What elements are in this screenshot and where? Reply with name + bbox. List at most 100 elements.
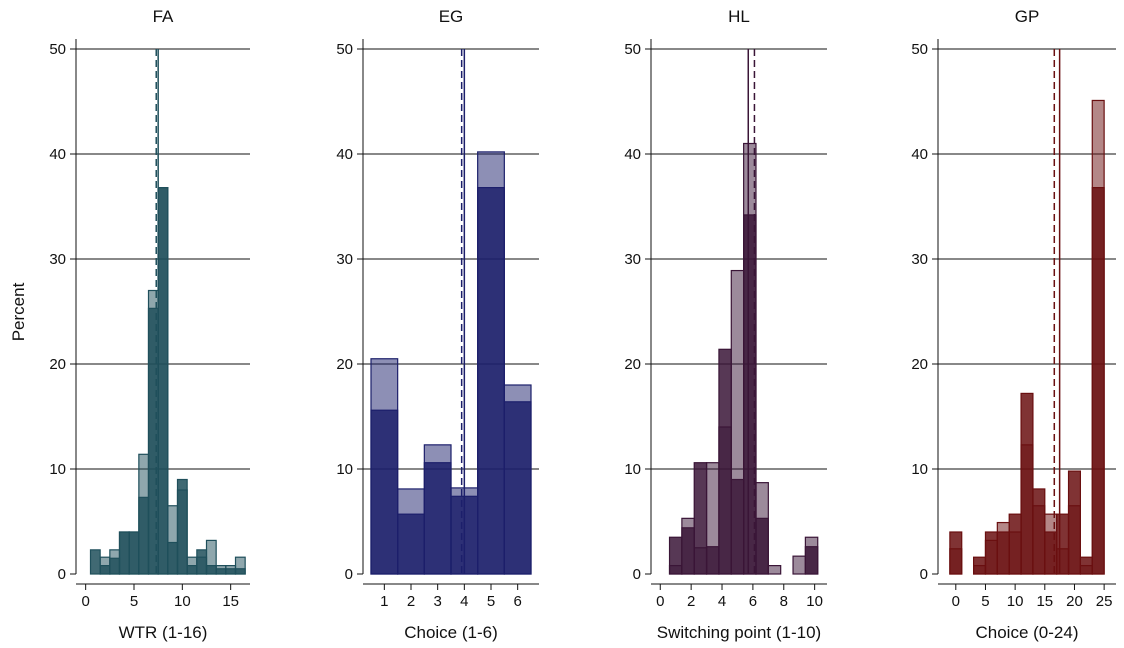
bar-series-2 [1067, 505, 1081, 575]
x-tick-label: 15 [1036, 593, 1053, 610]
y-tick-label: 30 [624, 251, 641, 268]
panel-eg: EG 0 10 20 30 40 50 1 2 3 4 5 6 Choice (1-6) [336, 7, 539, 642]
y-tick-label: 50 [911, 41, 928, 58]
bar-series-2 [1079, 564, 1093, 575]
bar-series-2 [118, 531, 130, 575]
bar-series-2 [503, 384, 532, 575]
x-tick-label: 1 [380, 593, 388, 610]
bar-series-2 [972, 564, 987, 575]
x-tick-label: 4 [718, 593, 726, 610]
bar-series-2 [225, 564, 237, 575]
y-tick-label: 20 [624, 356, 641, 373]
y-tick-label: 50 [49, 41, 66, 58]
bar-series-2 [186, 556, 198, 575]
x-tick-label: 5 [487, 593, 495, 610]
x-tick-label: 2 [407, 593, 415, 610]
bar-series-2 [984, 539, 998, 575]
bar-series-2 [693, 547, 708, 575]
bar-series-2 [99, 556, 111, 575]
bar-series-2 [1091, 99, 1105, 575]
bar-series-2 [804, 536, 819, 575]
bar-series-2 [167, 505, 179, 575]
x-tick-label: 5 [981, 593, 989, 610]
bar-series-2 [743, 142, 757, 575]
bar-series-2 [1020, 444, 1034, 575]
x-tick-label: 0 [81, 593, 89, 610]
y-tick-label: 20 [49, 356, 66, 373]
bar-series-2 [668, 564, 683, 575]
y-tick-label: 10 [49, 461, 66, 478]
bar-series-2 [109, 549, 121, 575]
panel-title: EG [439, 7, 464, 26]
panel-title: HL [728, 7, 750, 26]
panel-gp: GP 0 10 20 30 40 50 0 5 10 15 20 25 Choice (0-24) [911, 7, 1116, 642]
bar-series-1 [89, 549, 101, 575]
y-tick-label: 40 [49, 146, 66, 163]
x-tick-label: 0 [656, 593, 664, 610]
bar-series-2 [176, 489, 188, 575]
bar-series-2 [138, 453, 150, 575]
x-tick-label: 10 [174, 593, 191, 610]
panel-title: GP [1015, 7, 1040, 26]
panel-fa: FA 0 10 20 30 40 50 0 5 10 15 WTR (1-16) [49, 7, 250, 642]
bar-series-2 [792, 555, 806, 575]
y-tick-label: 50 [336, 41, 353, 58]
x-tick-label: 15 [222, 593, 239, 610]
y-tick-label: 20 [336, 356, 353, 373]
bar-series-2 [1044, 513, 1058, 575]
y-axis-label: Percent [9, 282, 28, 341]
x-tick-label: 5 [130, 593, 138, 610]
bar-series-2 [705, 462, 720, 575]
x-axis-label: Choice (0-24) [976, 623, 1079, 642]
y-tick-label: 40 [336, 146, 353, 163]
y-tick-label: 0 [920, 566, 928, 583]
x-tick-label: 2 [687, 593, 695, 610]
y-tick-label: 10 [624, 461, 641, 478]
y-tick-label: 20 [911, 356, 928, 373]
x-tick-label: 6 [749, 593, 757, 610]
x-tick-label: 3 [433, 593, 441, 610]
y-tick-label: 0 [58, 566, 66, 583]
bar-series-2 [1032, 505, 1046, 575]
bar-series-2 [234, 556, 246, 575]
panel-hl: HL 0 10 20 30 40 50 0 2 4 6 8 10 Switching point (1-1… [624, 7, 827, 642]
y-tick-label: 10 [336, 461, 353, 478]
bar-series-2 [423, 444, 452, 575]
bar-series-2 [215, 564, 227, 575]
bar-series-2 [730, 269, 745, 575]
x-tick-label: 10 [1007, 593, 1024, 610]
bar-series-2 [196, 556, 208, 575]
bar-series-2 [205, 539, 217, 575]
bar-series-2 [147, 289, 159, 575]
panel-title: FA [153, 7, 174, 26]
bar-series-2 [949, 548, 963, 575]
bar-series-2 [1008, 531, 1022, 575]
bar-series-2 [996, 521, 1010, 575]
y-tick-label: 40 [624, 146, 641, 163]
bar-series-2 [477, 151, 505, 575]
x-tick-label: 6 [513, 593, 521, 610]
x-axis-label: WTR (1-16) [119, 623, 208, 642]
bar-series-2 [370, 358, 399, 575]
y-tick-label: 0 [345, 566, 353, 583]
x-tick-label: 10 [806, 593, 823, 610]
y-tick-label: 30 [49, 251, 66, 268]
x-tick-label: 0 [952, 593, 960, 610]
x-tick-label: 8 [780, 593, 788, 610]
x-tick-label: 20 [1066, 593, 1083, 610]
y-tick-label: 30 [336, 251, 353, 268]
x-tick-label: 25 [1096, 593, 1113, 610]
bar-series-2 [718, 426, 732, 575]
y-tick-label: 0 [633, 566, 641, 583]
y-tick-label: 10 [911, 461, 928, 478]
x-axis-label: Choice (1-6) [404, 623, 498, 642]
bar-series-2 [128, 531, 140, 575]
bar-series-2 [767, 564, 782, 575]
x-tick-label: 4 [460, 593, 468, 610]
bar-series-2 [1056, 548, 1070, 575]
y-tick-label: 40 [911, 146, 928, 163]
y-tick-label: 50 [624, 41, 641, 58]
y-tick-label: 30 [911, 251, 928, 268]
